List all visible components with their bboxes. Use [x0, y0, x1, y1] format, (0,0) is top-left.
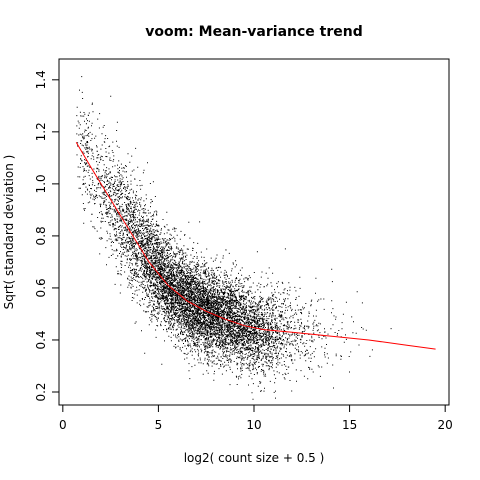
y-axis: 0.2 0.4 0.6 0.8 1.0 1.2 1.4 — [34, 70, 59, 402]
y-tick-label: 1.2 — [34, 122, 48, 141]
scatter-point — [76, 76, 392, 400]
y-tick-label: 0.6 — [34, 278, 48, 297]
y-tick-label: 0.4 — [34, 330, 48, 349]
x-axis: 0 5 10 15 20 — [59, 405, 453, 432]
chart-title: voom: Mean-variance trend — [145, 24, 363, 40]
x-tick-label: 5 — [155, 418, 163, 432]
x-tick-label: 10 — [246, 418, 261, 432]
scatter-points — [76, 76, 392, 400]
y-tick-label: 1.4 — [34, 70, 48, 89]
y-tick-label: 0.8 — [34, 226, 48, 245]
x-tick-label: 20 — [438, 418, 453, 432]
trend-line — [75, 141, 436, 350]
y-axis-label: Sqrt( standard deviation ) — [2, 155, 16, 310]
x-tick-label: 0 — [59, 418, 67, 432]
y-tick-label: 1.0 — [34, 174, 48, 193]
x-tick-label: 15 — [342, 418, 357, 432]
x-axis-label: log2( count size + 0.5 ) — [184, 451, 325, 465]
y-tick-label: 0.2 — [34, 382, 48, 401]
